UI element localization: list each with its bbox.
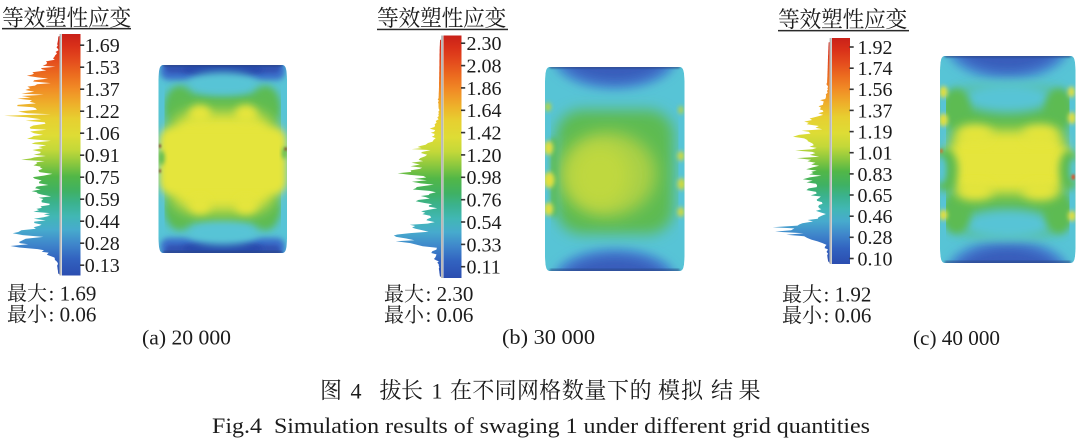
svg-text:2.08: 2.08 <box>467 56 502 78</box>
svg-text:0.44: 0.44 <box>85 211 120 233</box>
svg-text:0.10: 0.10 <box>858 248 893 270</box>
svg-text:: 2.30: : 2.30 <box>426 282 474 306</box>
svg-text:0.33: 0.33 <box>467 234 502 256</box>
svg-text:0.59: 0.59 <box>85 189 120 211</box>
svg-text:1.06: 1.06 <box>85 123 120 145</box>
svg-text:1.19: 1.19 <box>858 122 893 144</box>
svg-text:1.37: 1.37 <box>85 79 120 101</box>
svg-text:(b) 30 000: (b) 30 000 <box>502 325 595 349</box>
svg-text:0.28: 0.28 <box>858 227 893 249</box>
svg-text:0.13: 0.13 <box>85 255 120 277</box>
svg-text:0.54: 0.54 <box>467 212 502 234</box>
svg-text:1.37: 1.37 <box>858 100 893 122</box>
svg-text:1.20: 1.20 <box>467 145 502 167</box>
svg-text:2.30: 2.30 <box>467 33 502 55</box>
svg-text:0.75: 0.75 <box>85 167 120 189</box>
svg-text:0.28: 0.28 <box>85 233 120 255</box>
svg-text:1.64: 1.64 <box>467 100 502 122</box>
svg-text:(c) 40 000: (c) 40 000 <box>913 326 1000 350</box>
svg-text:1.01: 1.01 <box>858 143 893 165</box>
svg-text:0.46: 0.46 <box>858 206 893 228</box>
svg-text:1.56: 1.56 <box>858 79 893 101</box>
svg-text:Fig.4 Simulation results of s: Fig.4 Simulation results of swaging 1 un… <box>212 413 870 438</box>
svg-text:0.98: 0.98 <box>467 167 502 189</box>
svg-text:: 0.06: : 0.06 <box>426 303 474 327</box>
svg-text:1.74: 1.74 <box>858 58 893 80</box>
svg-text:0.11: 0.11 <box>467 257 501 279</box>
svg-text:1.86: 1.86 <box>467 78 502 100</box>
svg-text:4: 4 <box>351 378 362 403</box>
svg-text:1.53: 1.53 <box>85 57 120 79</box>
svg-text:(a) 20 000: (a) 20 000 <box>142 326 231 350</box>
svg-text:1.22: 1.22 <box>85 101 120 123</box>
svg-text:: 0.06: : 0.06 <box>49 303 97 327</box>
svg-text:1.92: 1.92 <box>858 37 893 59</box>
svg-text:1.42: 1.42 <box>467 123 502 145</box>
svg-text:1: 1 <box>432 378 443 403</box>
svg-text:0.83: 0.83 <box>858 164 893 186</box>
svg-text:: 1.92: : 1.92 <box>824 283 872 307</box>
svg-text:0.76: 0.76 <box>467 190 502 212</box>
svg-text:0.65: 0.65 <box>858 185 893 207</box>
svg-text:1.69: 1.69 <box>85 35 120 57</box>
svg-text:0.91: 0.91 <box>85 145 120 167</box>
svg-text:: 1.69: : 1.69 <box>49 282 97 306</box>
svg-text:: 0.06: : 0.06 <box>824 304 872 328</box>
